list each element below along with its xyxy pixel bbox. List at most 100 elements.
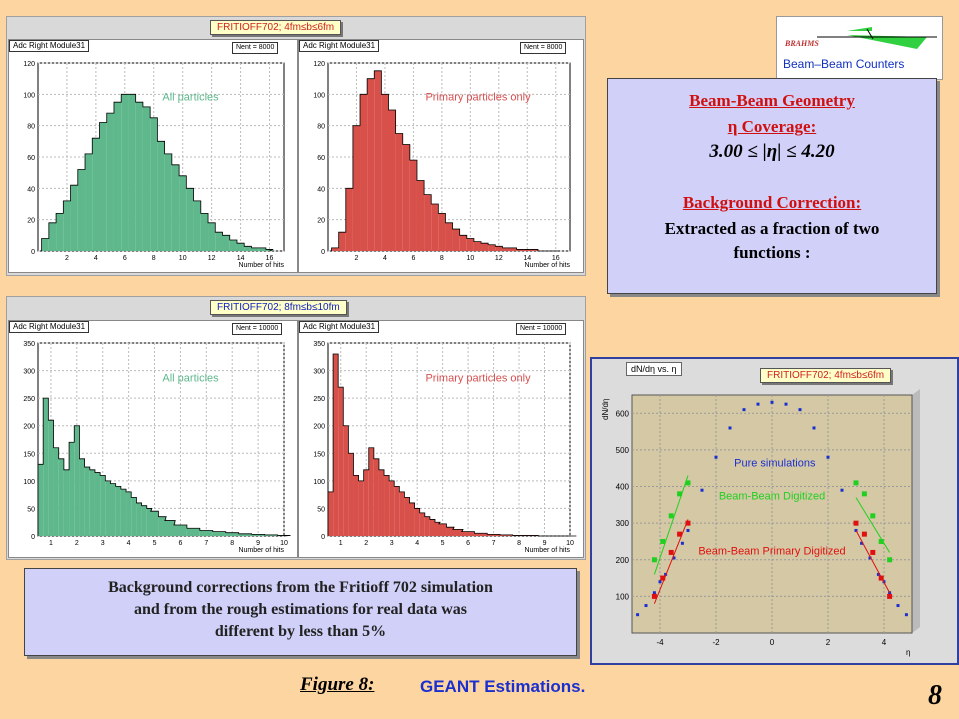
histogram-bar <box>215 232 223 251</box>
brahms-logo: BRAHMS Beam–Beam Counters <box>776 16 943 80</box>
histogram-bar <box>41 238 49 251</box>
y-tick-label: 60 <box>27 155 35 162</box>
histogram-bar <box>92 138 100 251</box>
histogram-bar <box>466 238 474 251</box>
dndeta-title: FRITIOFF702; 4fm≤b≤6fm <box>760 368 892 383</box>
histogram-annotation: Primary particles only <box>425 92 531 104</box>
histogram-bar <box>509 247 517 251</box>
y-tick-label: 300 <box>313 369 325 376</box>
info-heading-coverage: η Coverage: <box>727 117 817 136</box>
histogram-bar <box>374 70 382 251</box>
histogram-bar <box>84 467 90 536</box>
y-tick-label: 200 <box>616 556 630 565</box>
histogram-bar <box>338 387 344 536</box>
histogram-annotation: Primary particles only <box>425 373 531 385</box>
brahms-brand: BRAHMS <box>785 39 819 48</box>
data-point <box>860 541 864 545</box>
x-tick-label: 2 <box>826 638 831 647</box>
histogram-bar <box>53 447 59 536</box>
histogram-bar <box>120 489 127 536</box>
histogram-bar <box>367 78 375 252</box>
geometry-info-box: Beam-Beam Geometry η Coverage: 3.00 ≤ |η… <box>607 78 937 294</box>
histogram-bar <box>378 469 385 536</box>
data-point <box>636 613 640 617</box>
y-tick-label: 80 <box>317 124 325 131</box>
data-point <box>668 513 674 519</box>
x-tick-label: 6 <box>411 255 415 262</box>
histogram-bar <box>265 249 274 251</box>
hist-title-bottom-left: Adc Right Module31 <box>9 321 90 333</box>
histogram-bar <box>348 453 354 536</box>
histogram-bar <box>63 200 71 251</box>
y-tick-label: 100 <box>23 92 35 99</box>
histogram-bar <box>445 222 453 251</box>
x-tick-label: 0 <box>770 638 775 647</box>
histogram-bar <box>495 246 503 251</box>
hist-title-bottom-right: Adc Right Module31 <box>299 321 380 333</box>
histogram-bar <box>431 204 439 251</box>
histogram-bar <box>208 222 216 251</box>
data-point <box>700 488 704 492</box>
y-tick-label: 200 <box>23 424 35 431</box>
histogram-bar <box>105 480 111 536</box>
histogram-bar <box>135 102 143 251</box>
histogram-bar <box>85 153 93 251</box>
histogram-bar <box>251 534 265 536</box>
data-point <box>904 613 908 617</box>
background-note-box: Background corrections from the Fritioff… <box>24 568 577 656</box>
hist-title-top-right: Adc Right Module31 <box>299 40 380 52</box>
histogram-bar <box>225 532 239 536</box>
histogram-bar <box>244 246 252 251</box>
histogram-bar <box>258 247 266 251</box>
y-tick-label: 60 <box>317 155 325 162</box>
histogram-bar <box>238 533 252 536</box>
histogram-bar <box>146 508 152 536</box>
histogram-bar <box>461 531 475 536</box>
y-tick-label: 40 <box>27 186 35 193</box>
info-heading-geometry: Beam-Beam Geometry <box>689 91 855 110</box>
data-point <box>798 408 802 412</box>
x-tick-label: 2 <box>65 255 69 262</box>
histogram-bar <box>43 398 49 536</box>
histogram-bar <box>419 512 425 536</box>
data-point <box>887 593 893 599</box>
data-point <box>677 531 683 537</box>
histogram-bar <box>333 354 339 536</box>
beam-beam-counters-label: Beam–Beam Counters <box>783 57 905 71</box>
data-point <box>861 491 867 497</box>
histogram-bar <box>409 160 417 251</box>
data-point <box>714 455 718 459</box>
histogram-bar <box>142 106 151 251</box>
histogram-bar <box>63 469 70 536</box>
histogram-bar <box>200 213 209 251</box>
histogram-bar <box>222 235 230 251</box>
histogram-bar <box>395 133 403 251</box>
x-tick-label: 3 <box>101 540 105 547</box>
data-point <box>896 604 900 608</box>
histogram-bar <box>199 530 213 536</box>
histogram-bar <box>389 480 395 536</box>
histogram-bar <box>173 524 187 536</box>
y-tick-label: 300 <box>23 369 35 376</box>
x-tick-label: 1 <box>49 540 53 547</box>
y-tick-label: 100 <box>23 479 35 486</box>
histogram-bar <box>38 464 44 536</box>
histogram-bar <box>131 497 137 536</box>
x-axis-label: Number of hits <box>524 547 570 554</box>
histogram-bar <box>150 117 158 251</box>
hist-stats-bottom-right: Nent = 10000 <box>516 323 567 335</box>
histogram-bar <box>157 141 165 251</box>
x-tick-label: 5 <box>153 540 157 547</box>
x-axis-label: Number of hits <box>238 547 284 554</box>
histogram-bar <box>352 125 361 251</box>
histogram-bar <box>360 94 368 251</box>
x-tick-label: 7 <box>204 540 208 547</box>
data-point <box>853 520 859 526</box>
histogram-bar <box>158 516 167 536</box>
series-label: Beam-Beam Primary Digitized <box>698 545 845 557</box>
histogram-outline <box>331 70 560 252</box>
histogram-bar <box>136 502 142 536</box>
histogram-bar <box>416 180 425 251</box>
histogram-bar <box>424 194 432 251</box>
x-tick-label: 4 <box>882 638 887 647</box>
